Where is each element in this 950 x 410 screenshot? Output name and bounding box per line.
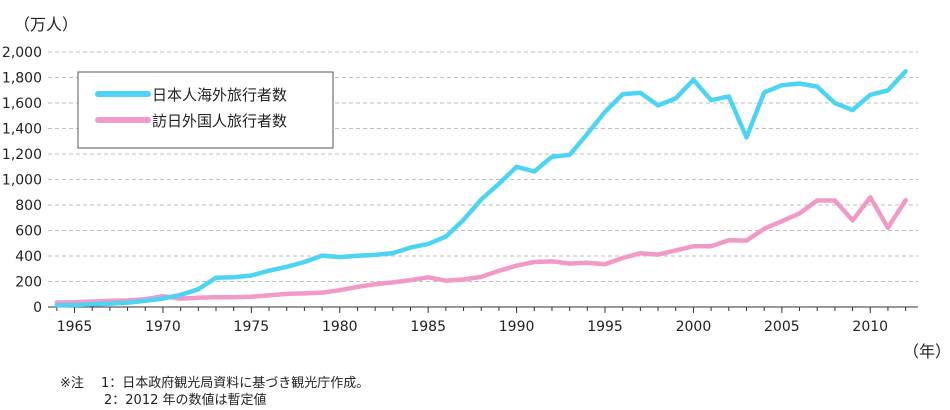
line-chart: 0 200 400 600 800 1,000 1,200 1,400 1,600 1,800 2,… [2, 15, 950, 361]
gridlines [48, 51, 918, 282]
legend-label-overseas: 日本人海外旅行者数 [152, 86, 287, 104]
y-tick-label: 1,800 [2, 71, 42, 87]
legend: 日本人海外旅行者数 訪日外国人旅行者数 [77, 71, 334, 149]
x-tick-label: 2010 [852, 319, 888, 335]
y-tick-label: 800 [15, 198, 42, 214]
y-tick-label: 0 [33, 300, 42, 316]
series-line-overseas-travelers [54, 69, 908, 308]
y-tick-label: 1,600 [2, 96, 42, 112]
x-tick-label: 1985 [410, 319, 446, 335]
y-axis-unit: （万人） [14, 15, 78, 34]
legend-label-inbound: 訪日外国人旅行者数 [152, 112, 287, 130]
x-axis: 1965 1970 1975 1980 1985 1990 1995 2000 2005 2010 [48, 306, 918, 335]
y-tick-label: 1,000 [2, 173, 42, 189]
y-tick-label: 200 [15, 275, 42, 291]
y-tick-label: 600 [15, 224, 42, 240]
y-axis: 0 200 400 600 800 1,000 1,200 1,400 1,600 1,800 2,… [2, 45, 42, 316]
x-tick-label: 1965 [57, 319, 93, 335]
x-tick-label: 1970 [145, 319, 181, 335]
y-tick-label: 2,000 [2, 45, 42, 61]
series-line-inbound-visitors [54, 194, 908, 305]
x-tick-label: 2000 [676, 319, 712, 335]
x-tick-label: 2005 [764, 319, 800, 335]
legend-box [77, 71, 334, 149]
y-tick-label: 400 [15, 249, 42, 265]
series-lines [54, 69, 908, 308]
x-tick-label: 1990 [499, 319, 535, 335]
x-tick-label: 1980 [322, 319, 358, 335]
x-tick-label: 1975 [234, 319, 270, 335]
note-line-2: 2：2012 年の数値は暫定値 [104, 393, 267, 408]
x-tick-label: 1995 [587, 319, 623, 335]
y-tick-label: 1,200 [2, 147, 42, 163]
y-tick-label: 1,400 [2, 122, 42, 138]
x-axis-unit: （年） [903, 342, 950, 361]
note-line-1: ※注 1：日本政府観光局資料に基づき観光庁作成。 [60, 376, 370, 391]
